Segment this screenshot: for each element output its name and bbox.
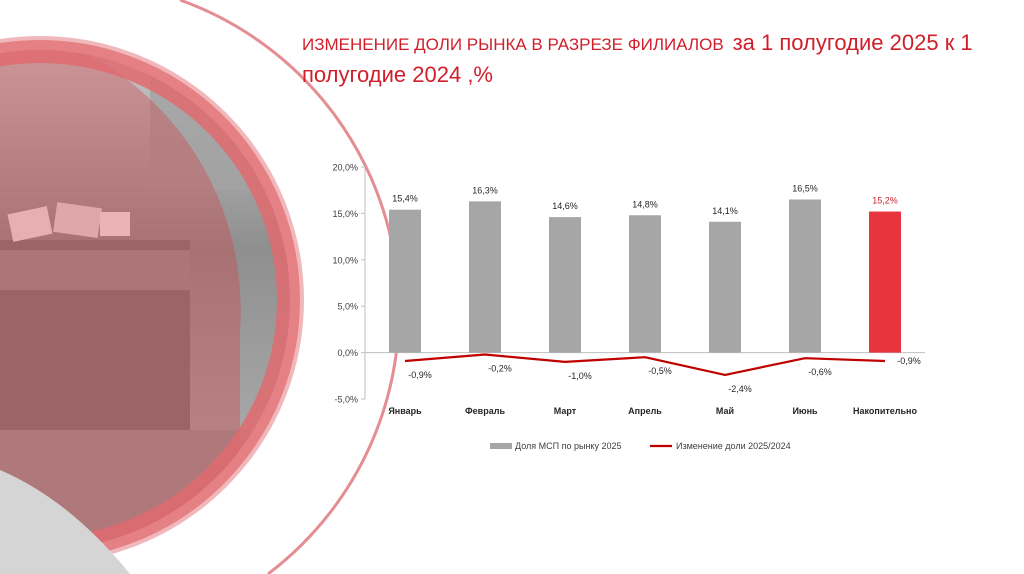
line-data-label: -0,5%	[648, 366, 672, 376]
line-data-label: -0,6%	[808, 367, 832, 377]
x-category-label: Февраль	[465, 406, 505, 416]
title-part1: ИЗМЕНЕНИЕ ДОЛИ РЫНКА В РАЗРЕЗЕ ФИЛИАЛОВ	[302, 35, 724, 54]
x-category-label: Март	[554, 406, 577, 416]
bar-data-label: 16,3%	[472, 185, 498, 195]
bar-data-label: 14,6%	[552, 201, 578, 211]
y-tick-label: 15,0%	[332, 209, 358, 219]
title-part2: за 1 полугодие 2025 к 1 полугодие 2024 ,…	[302, 30, 973, 87]
bar-data-label: 14,1%	[712, 206, 738, 216]
line-data-label: -0,9%	[408, 370, 432, 380]
bar-4	[629, 215, 661, 353]
x-category-label: Июнь	[792, 406, 818, 416]
bar-data-label: 14,8%	[632, 199, 658, 209]
change-line	[404, 353, 886, 376]
y-tick-label: 5,0%	[337, 302, 358, 312]
bar-line-chart: 20,0% 15,0% 10,0% 5,0% 0,0% -5,0% 15,4% 16,3% 14…	[332, 163, 925, 451]
x-category-label: Май	[716, 406, 734, 416]
x-category-label: Январь	[388, 406, 422, 416]
line-data-label: -2,4%	[728, 384, 752, 394]
legend-bar-swatch	[490, 443, 512, 449]
y-tick-label: -5,0%	[334, 395, 358, 405]
bar-6	[789, 199, 821, 353]
x-category-label: Апрель	[628, 406, 662, 416]
y-tick-label: 20,0%	[332, 163, 358, 173]
legend-line-label: Изменение доли 2025/2024	[676, 441, 791, 451]
bar-3	[549, 217, 581, 353]
line-data-label: -0,9%	[897, 356, 921, 366]
bar-2	[469, 201, 501, 353]
bar-5	[709, 221, 741, 353]
page-title: ИЗМЕНЕНИЕ ДОЛИ РЫНКА В РАЗРЕЗЕ ФИЛИАЛОВ …	[302, 26, 1002, 88]
bar-data-label: 16,5%	[792, 183, 818, 193]
line-data-label: -1,0%	[568, 371, 592, 381]
bar-data-label: 15,4%	[392, 194, 418, 204]
y-tick-label: 0,0%	[337, 348, 358, 358]
bottom-grey-wedge	[0, 470, 130, 574]
y-tick-label: 10,0%	[332, 255, 358, 265]
x-category-label: Накопительно	[853, 406, 917, 416]
bar-7	[869, 211, 901, 353]
line-data-label: -0,2%	[488, 363, 512, 373]
bar-data-label: 15,2%	[872, 196, 898, 206]
legend-bar-label: Доля МСП по рынку 2025	[515, 441, 621, 451]
bar-1	[389, 209, 421, 353]
